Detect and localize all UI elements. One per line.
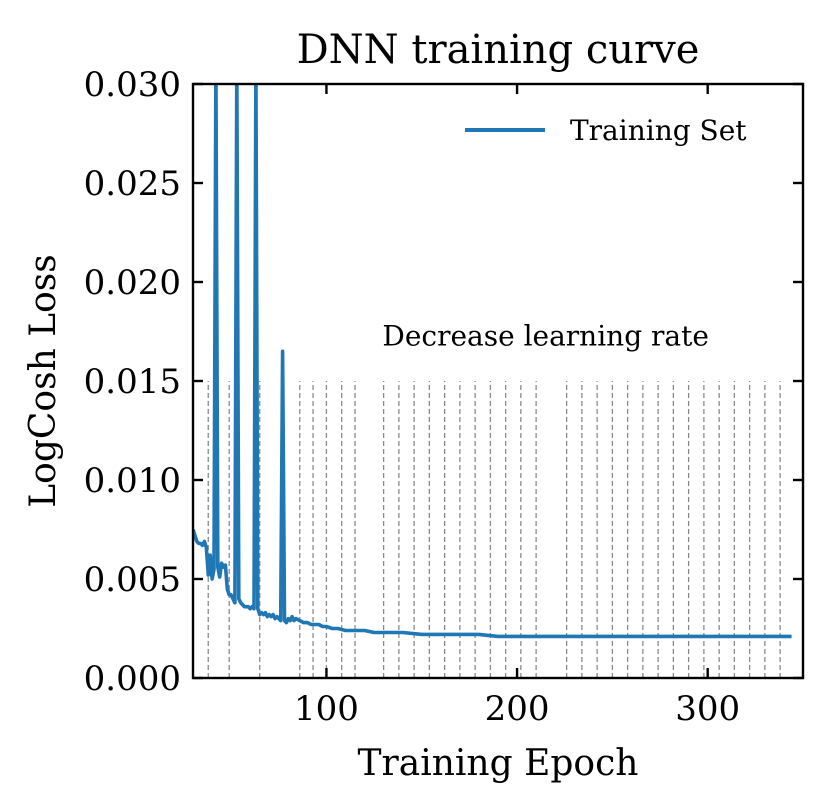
axis-ticks <box>193 82 803 680</box>
y-tick-label: 0.000 <box>84 659 181 699</box>
y-tick-label: 0.010 <box>84 461 181 501</box>
x-tick-label: 100 <box>294 689 359 729</box>
series-training-set <box>193 84 792 639</box>
y-tick-label: 0.005 <box>84 560 181 600</box>
y-axis-label: LogCosh Loss <box>23 254 64 507</box>
y-tick-label: 0.030 <box>84 65 181 105</box>
legend: Training Set <box>465 114 747 147</box>
x-axis-label: Training Epoch <box>358 743 639 784</box>
axis-tick-labels: 100 200 300 0.000 0.005 0.010 0.015 0.020 0.025 0… <box>84 65 740 729</box>
chart-title: DNN training curve <box>297 27 700 73</box>
y-tick-label: 0.015 <box>84 362 181 402</box>
lr-decrease-lines <box>207 381 781 678</box>
series-layer <box>193 84 792 639</box>
x-tick-label: 200 <box>485 689 550 729</box>
annotation-decrease-learning-rate: Decrease learning rate <box>382 319 709 352</box>
x-tick-label: 300 <box>675 689 740 729</box>
legend-entry-training-set: Training Set <box>570 114 747 147</box>
y-tick-label: 0.025 <box>84 164 181 204</box>
y-tick-label: 0.020 <box>84 263 181 303</box>
